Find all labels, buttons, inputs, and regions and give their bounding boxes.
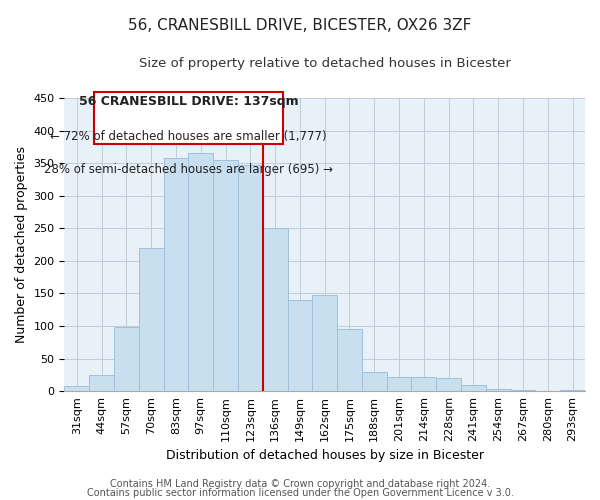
Bar: [486, 389, 511, 391]
Bar: [114, 328, 139, 391]
Y-axis label: Number of detached properties: Number of detached properties: [15, 146, 28, 343]
Bar: [560, 390, 585, 391]
Text: 28% of semi-detached houses are larger (695) →: 28% of semi-detached houses are larger (…: [44, 162, 333, 175]
Bar: [64, 386, 89, 391]
Text: 56, CRANESBILL DRIVE, BICESTER, OX26 3ZF: 56, CRANESBILL DRIVE, BICESTER, OX26 3ZF: [128, 18, 472, 32]
Bar: [511, 390, 535, 391]
Bar: [412, 377, 436, 391]
Text: ← 72% of detached houses are smaller (1,777): ← 72% of detached houses are smaller (1,…: [50, 130, 326, 143]
Bar: [213, 160, 238, 391]
Bar: [89, 375, 114, 391]
Bar: [535, 390, 560, 391]
Bar: [386, 377, 412, 391]
Bar: [238, 165, 263, 391]
FancyBboxPatch shape: [94, 92, 283, 144]
Bar: [263, 228, 287, 391]
Bar: [188, 154, 213, 391]
Bar: [436, 378, 461, 391]
X-axis label: Distribution of detached houses by size in Bicester: Distribution of detached houses by size …: [166, 450, 484, 462]
Text: 56 CRANESBILL DRIVE: 137sqm: 56 CRANESBILL DRIVE: 137sqm: [79, 95, 298, 108]
Title: Size of property relative to detached houses in Bicester: Size of property relative to detached ho…: [139, 58, 511, 70]
Bar: [337, 328, 362, 391]
Bar: [164, 158, 188, 391]
Bar: [313, 295, 337, 391]
Text: Contains public sector information licensed under the Open Government Licence v : Contains public sector information licen…: [86, 488, 514, 498]
Bar: [139, 248, 164, 391]
Bar: [287, 300, 313, 391]
Bar: [461, 384, 486, 391]
Text: Contains HM Land Registry data © Crown copyright and database right 2024.: Contains HM Land Registry data © Crown c…: [110, 479, 490, 489]
Bar: [362, 372, 386, 391]
